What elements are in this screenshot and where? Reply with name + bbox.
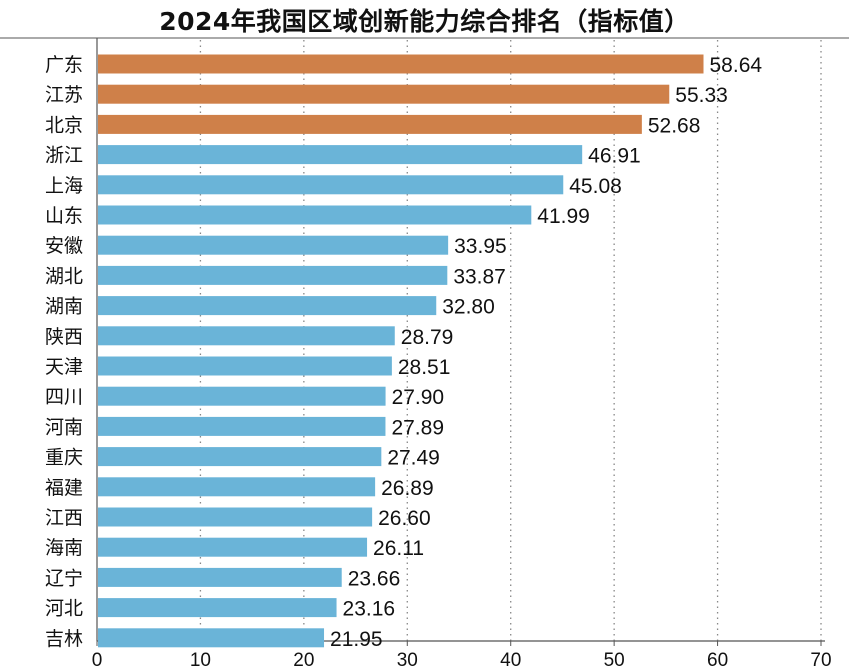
category-label: 安徽	[45, 235, 83, 257]
x-tick-label: 40	[500, 650, 521, 670]
category-label: 四川	[45, 386, 83, 408]
bar	[98, 477, 376, 497]
x-tick-label: 30	[397, 650, 418, 670]
category-label: 上海	[45, 175, 83, 197]
value-label: 28.51	[398, 356, 451, 379]
x-tick-label: 70	[810, 650, 831, 670]
value-label: 23.16	[343, 598, 396, 621]
bar	[98, 145, 583, 165]
value-label: 52.68	[648, 114, 701, 137]
bar	[98, 567, 342, 587]
value-label: 26.60	[378, 507, 431, 530]
category-label: 山东	[45, 205, 83, 227]
category-label: 北京	[45, 114, 83, 136]
bar	[98, 628, 325, 648]
x-tick-label: 10	[190, 650, 211, 670]
category-label: 河南	[45, 416, 83, 438]
value-label: 33.87	[453, 265, 506, 288]
value-label: 21.95	[330, 628, 383, 651]
category-label: 福建	[45, 477, 83, 499]
category-label: 海南	[45, 537, 83, 559]
bar	[98, 447, 382, 467]
category-label: 天津	[45, 356, 83, 378]
bar	[98, 114, 642, 134]
value-label: 27.90	[392, 386, 445, 409]
value-label: 33.95	[454, 235, 507, 258]
category-label: 陕西	[45, 326, 83, 348]
category-label: 吉林	[45, 628, 83, 650]
value-label: 45.08	[569, 175, 622, 198]
bar	[98, 416, 386, 436]
bar	[98, 386, 386, 406]
bar	[98, 537, 368, 557]
category-label: 湖北	[45, 265, 83, 287]
category-label: 浙江	[45, 145, 83, 167]
value-label: 41.99	[537, 205, 590, 228]
x-tick-label: 60	[707, 650, 728, 670]
value-label: 28.79	[401, 326, 454, 349]
value-label: 46.91	[588, 145, 641, 168]
bar	[98, 175, 564, 195]
bar	[98, 205, 532, 225]
x-tick-label: 20	[293, 650, 314, 670]
category-label: 重庆	[45, 447, 83, 469]
value-label: 23.66	[348, 567, 401, 590]
x-tick-label: 0	[92, 650, 103, 670]
x-tick-label: 50	[604, 650, 625, 670]
value-label: 26.11	[373, 537, 424, 560]
bar	[98, 326, 395, 346]
value-label: 27.89	[391, 416, 444, 439]
bar	[98, 235, 449, 255]
category-label: 湖南	[45, 296, 83, 318]
bar	[98, 296, 437, 316]
category-label: 辽宁	[45, 567, 83, 589]
value-label: 58.64	[710, 54, 763, 77]
bar	[98, 356, 392, 376]
bar	[98, 84, 670, 104]
chart-title: 2024年我国区域创新能力综合排名（指标值）	[159, 7, 690, 36]
value-label: 27.49	[387, 447, 440, 470]
value-label: 32.80	[442, 296, 495, 319]
bar	[98, 507, 373, 527]
value-label: 55.33	[675, 84, 728, 107]
bar	[98, 598, 337, 618]
category-label: 广东	[45, 54, 83, 76]
category-label: 江西	[45, 507, 83, 529]
value-label: 26.89	[381, 477, 434, 500]
category-label: 河北	[45, 598, 83, 620]
bar	[98, 54, 704, 74]
category-label: 江苏	[45, 84, 83, 106]
bar	[98, 265, 448, 285]
